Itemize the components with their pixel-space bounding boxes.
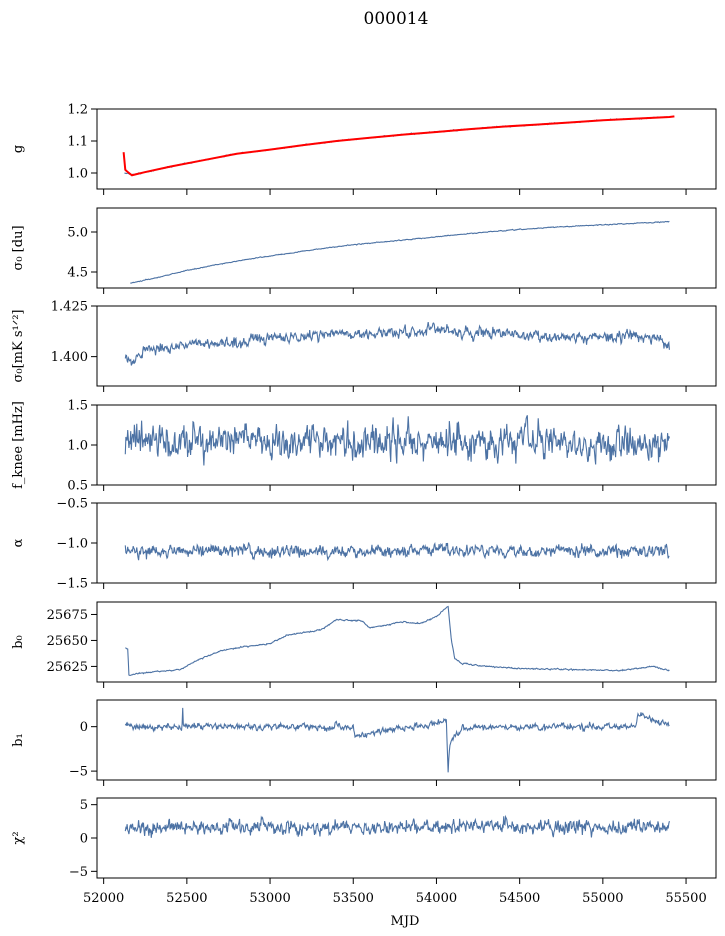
panel-b1: −5 0 b₁ <box>11 699 717 786</box>
series-line-sigma0_mks <box>124 322 670 366</box>
x-tick-label: 53000 <box>249 891 290 906</box>
x-tick-label: 53500 <box>333 891 374 906</box>
panel-g: 1.0 1.1 1.2 g <box>11 103 717 195</box>
y-tick-label-g: 1.2 <box>67 103 88 118</box>
y-tick-label-alpha: −1.5 <box>56 577 88 592</box>
y-axis-label-g: g <box>11 145 26 153</box>
y-tick-label-chi2: 0 <box>80 832 88 847</box>
panel-sigma0: 4.5 5.0 σ₀ [du] <box>11 207 717 294</box>
plot-area-sigma0 <box>130 220 670 284</box>
plot-area-b0 <box>125 605 670 676</box>
x-tick-label: 55500 <box>665 891 706 906</box>
axes-frame-alpha <box>96 502 717 584</box>
x-axis: 52000 52500 53000 53500 54000 54500 55000 55500 <box>83 891 707 906</box>
y-tick-label-fknee: 1.0 <box>67 439 88 454</box>
axes-frame-chi2 <box>96 797 717 879</box>
series-line-b1 <box>124 707 670 773</box>
panel-alpha: −1.5 −1.0 −0.5 α <box>11 497 717 592</box>
axes-frame-sigma0_mks <box>96 305 717 387</box>
plot-area-chi2 <box>124 814 670 838</box>
series-line-fknee <box>124 415 670 466</box>
y-axis-label-b0: b₀ <box>11 635 26 649</box>
axes-frame-b1 <box>96 699 717 781</box>
y-tick-label-alpha: −0.5 <box>56 497 88 512</box>
series-line-g <box>124 116 670 176</box>
y-tick-label-sigma0: 5.0 <box>67 226 88 241</box>
panel-fknee: 0.5 1.0 1.5 f_knee [mHz] <box>11 399 717 494</box>
panels: 1.0 1.1 1.2 g 4.5 5.0 σ₀ [du] 1.400 1.425 σ₀[mK s… <box>11 103 717 884</box>
y-tick-label-g: 1.0 <box>67 167 88 182</box>
y-tick-label-sigma0: 4.5 <box>67 266 88 281</box>
x-axis-label: MJD <box>391 914 420 929</box>
y-tick-label-alpha: −1.0 <box>56 537 88 552</box>
x-tick-label: 54500 <box>499 891 540 906</box>
y-tick-label-b0: 25650 <box>47 634 88 649</box>
y-tick-label-fknee: 0.5 <box>67 479 88 494</box>
axes-frame-b0 <box>96 601 717 683</box>
y-tick-label-chi2: 5 <box>80 798 88 813</box>
x-tick-label: 52000 <box>83 891 124 906</box>
plot-area-alpha <box>124 541 670 562</box>
y-axis-label-sigma0: σ₀ [du] <box>11 225 26 270</box>
x-tick-label: 54000 <box>416 891 457 906</box>
panel-sigma0_mks: 1.400 1.425 σ₀[mK s¹ᐟ²] <box>11 300 717 392</box>
series-line-alpha <box>124 541 670 562</box>
plot-area-sigma0_mks <box>124 322 670 366</box>
y-tick-label-b0: 25625 <box>47 660 88 675</box>
plot-area-g <box>122 115 675 177</box>
x-tick-label: 55000 <box>582 891 623 906</box>
y-tick-label-sigma0_mks: 1.400 <box>51 350 88 365</box>
y-tick-label-chi2: −5 <box>69 865 88 880</box>
y-tick-label-fknee: 1.5 <box>67 399 88 414</box>
plot-area-fknee <box>124 415 670 466</box>
y-axis-label-b1: b₁ <box>11 733 26 747</box>
figure-title: 000014 <box>364 9 429 29</box>
axes-frame-g <box>96 108 717 190</box>
x-tick-label: 52500 <box>166 891 207 906</box>
panel-chi2: −5 0 5 χ² <box>11 797 717 884</box>
y-axis-label-chi2: χ² <box>11 831 26 844</box>
y-axis-label-alpha: α <box>11 538 26 547</box>
y-axis-label-sigma0_mks: σ₀[mK s¹ᐟ²] <box>11 310 26 383</box>
y-tick-label-b1: 0 <box>80 720 88 735</box>
y-tick-label-b1: −5 <box>69 765 88 780</box>
y-tick-label-g: 1.1 <box>67 135 88 150</box>
y-tick-label-b0: 25675 <box>47 608 88 623</box>
plot-area-b1 <box>124 707 670 773</box>
y-axis-label-fknee: f_knee [mHz] <box>11 401 26 489</box>
panel-b0: 25625 25650 25675 b₀ <box>11 601 717 688</box>
series-line-b0 <box>125 605 670 676</box>
series-line-sigma0 <box>130 220 670 284</box>
series-line-chi2 <box>124 814 670 838</box>
fit-line-g <box>122 115 675 177</box>
axes-frame-sigma0 <box>96 207 717 289</box>
y-tick-label-sigma0_mks: 1.425 <box>51 300 88 315</box>
